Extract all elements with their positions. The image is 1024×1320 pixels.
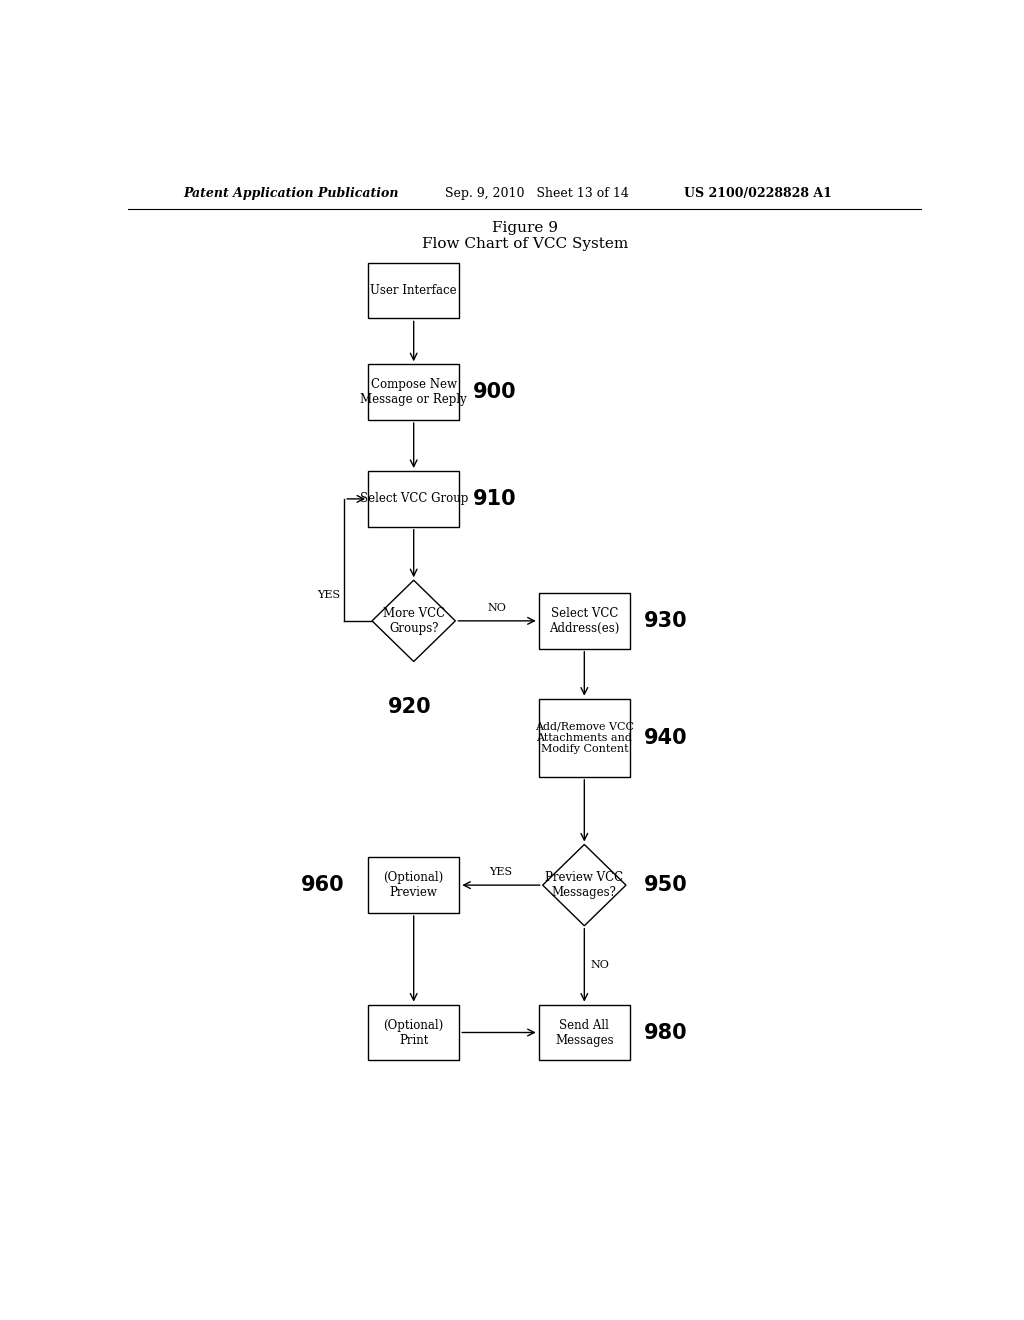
- Text: 920: 920: [388, 697, 431, 717]
- Text: 910: 910: [473, 488, 517, 510]
- Text: Sep. 9, 2010   Sheet 13 of 14: Sep. 9, 2010 Sheet 13 of 14: [445, 187, 630, 201]
- Text: YES: YES: [489, 867, 513, 876]
- FancyBboxPatch shape: [368, 263, 460, 318]
- Text: Preview VCC
Messages?: Preview VCC Messages?: [545, 871, 624, 899]
- Text: (Optional)
Preview: (Optional) Preview: [384, 871, 443, 899]
- Text: US 2100/0228828 A1: US 2100/0228828 A1: [684, 187, 831, 201]
- Text: Flow Chart of VCC System: Flow Chart of VCC System: [422, 236, 628, 251]
- Text: (Optional)
Print: (Optional) Print: [384, 1019, 443, 1047]
- Polygon shape: [372, 581, 456, 661]
- Text: 950: 950: [644, 875, 687, 895]
- FancyBboxPatch shape: [368, 471, 460, 527]
- Text: 940: 940: [644, 727, 687, 747]
- Text: Select VCC
Address(es): Select VCC Address(es): [549, 607, 620, 635]
- Text: Figure 9: Figure 9: [492, 220, 558, 235]
- Text: NO: NO: [487, 603, 507, 612]
- Polygon shape: [543, 845, 626, 925]
- Text: 900: 900: [473, 383, 517, 403]
- Text: More VCC
Groups?: More VCC Groups?: [383, 607, 444, 635]
- Text: Patent Application Publication: Patent Application Publication: [183, 187, 399, 201]
- Text: Add/Remove VCC
Attachments and
Modify Content: Add/Remove VCC Attachments and Modify Co…: [535, 721, 634, 754]
- Text: 960: 960: [301, 875, 344, 895]
- Text: YES: YES: [317, 590, 340, 601]
- Text: Compose New
Message or Reply: Compose New Message or Reply: [360, 378, 467, 407]
- Text: 930: 930: [644, 611, 687, 631]
- FancyBboxPatch shape: [368, 857, 460, 913]
- FancyBboxPatch shape: [539, 698, 630, 777]
- FancyBboxPatch shape: [368, 1005, 460, 1060]
- Text: 980: 980: [644, 1023, 687, 1043]
- Text: Select VCC Group: Select VCC Group: [359, 492, 468, 506]
- Text: User Interface: User Interface: [371, 284, 457, 297]
- FancyBboxPatch shape: [368, 364, 460, 420]
- FancyBboxPatch shape: [539, 593, 630, 649]
- FancyBboxPatch shape: [539, 1005, 630, 1060]
- Text: NO: NO: [591, 960, 609, 970]
- Text: Send All
Messages: Send All Messages: [555, 1019, 613, 1047]
